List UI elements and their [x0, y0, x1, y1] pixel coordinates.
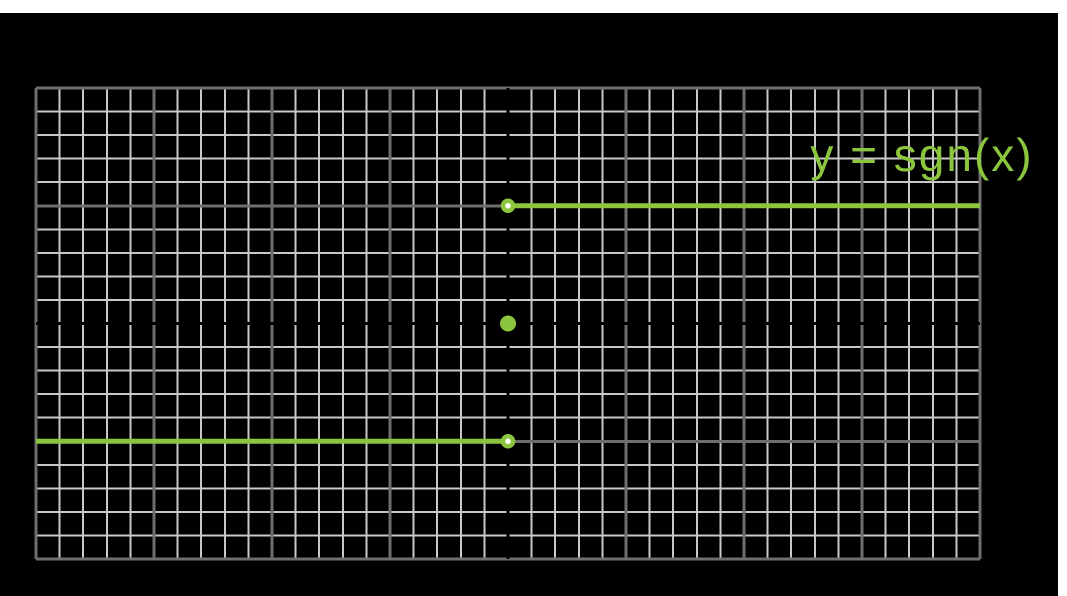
function-graph	[36, 203, 980, 444]
open-point-marker	[500, 434, 516, 449]
plot-background-layer	[0, 13, 1058, 596]
endpoint-markers	[500, 198, 516, 449]
closed-point-marker	[500, 315, 516, 332]
plot-background	[0, 13, 1058, 596]
function-label: y = sgn(x)	[810, 129, 1033, 181]
open-point-marker	[500, 198, 516, 213]
